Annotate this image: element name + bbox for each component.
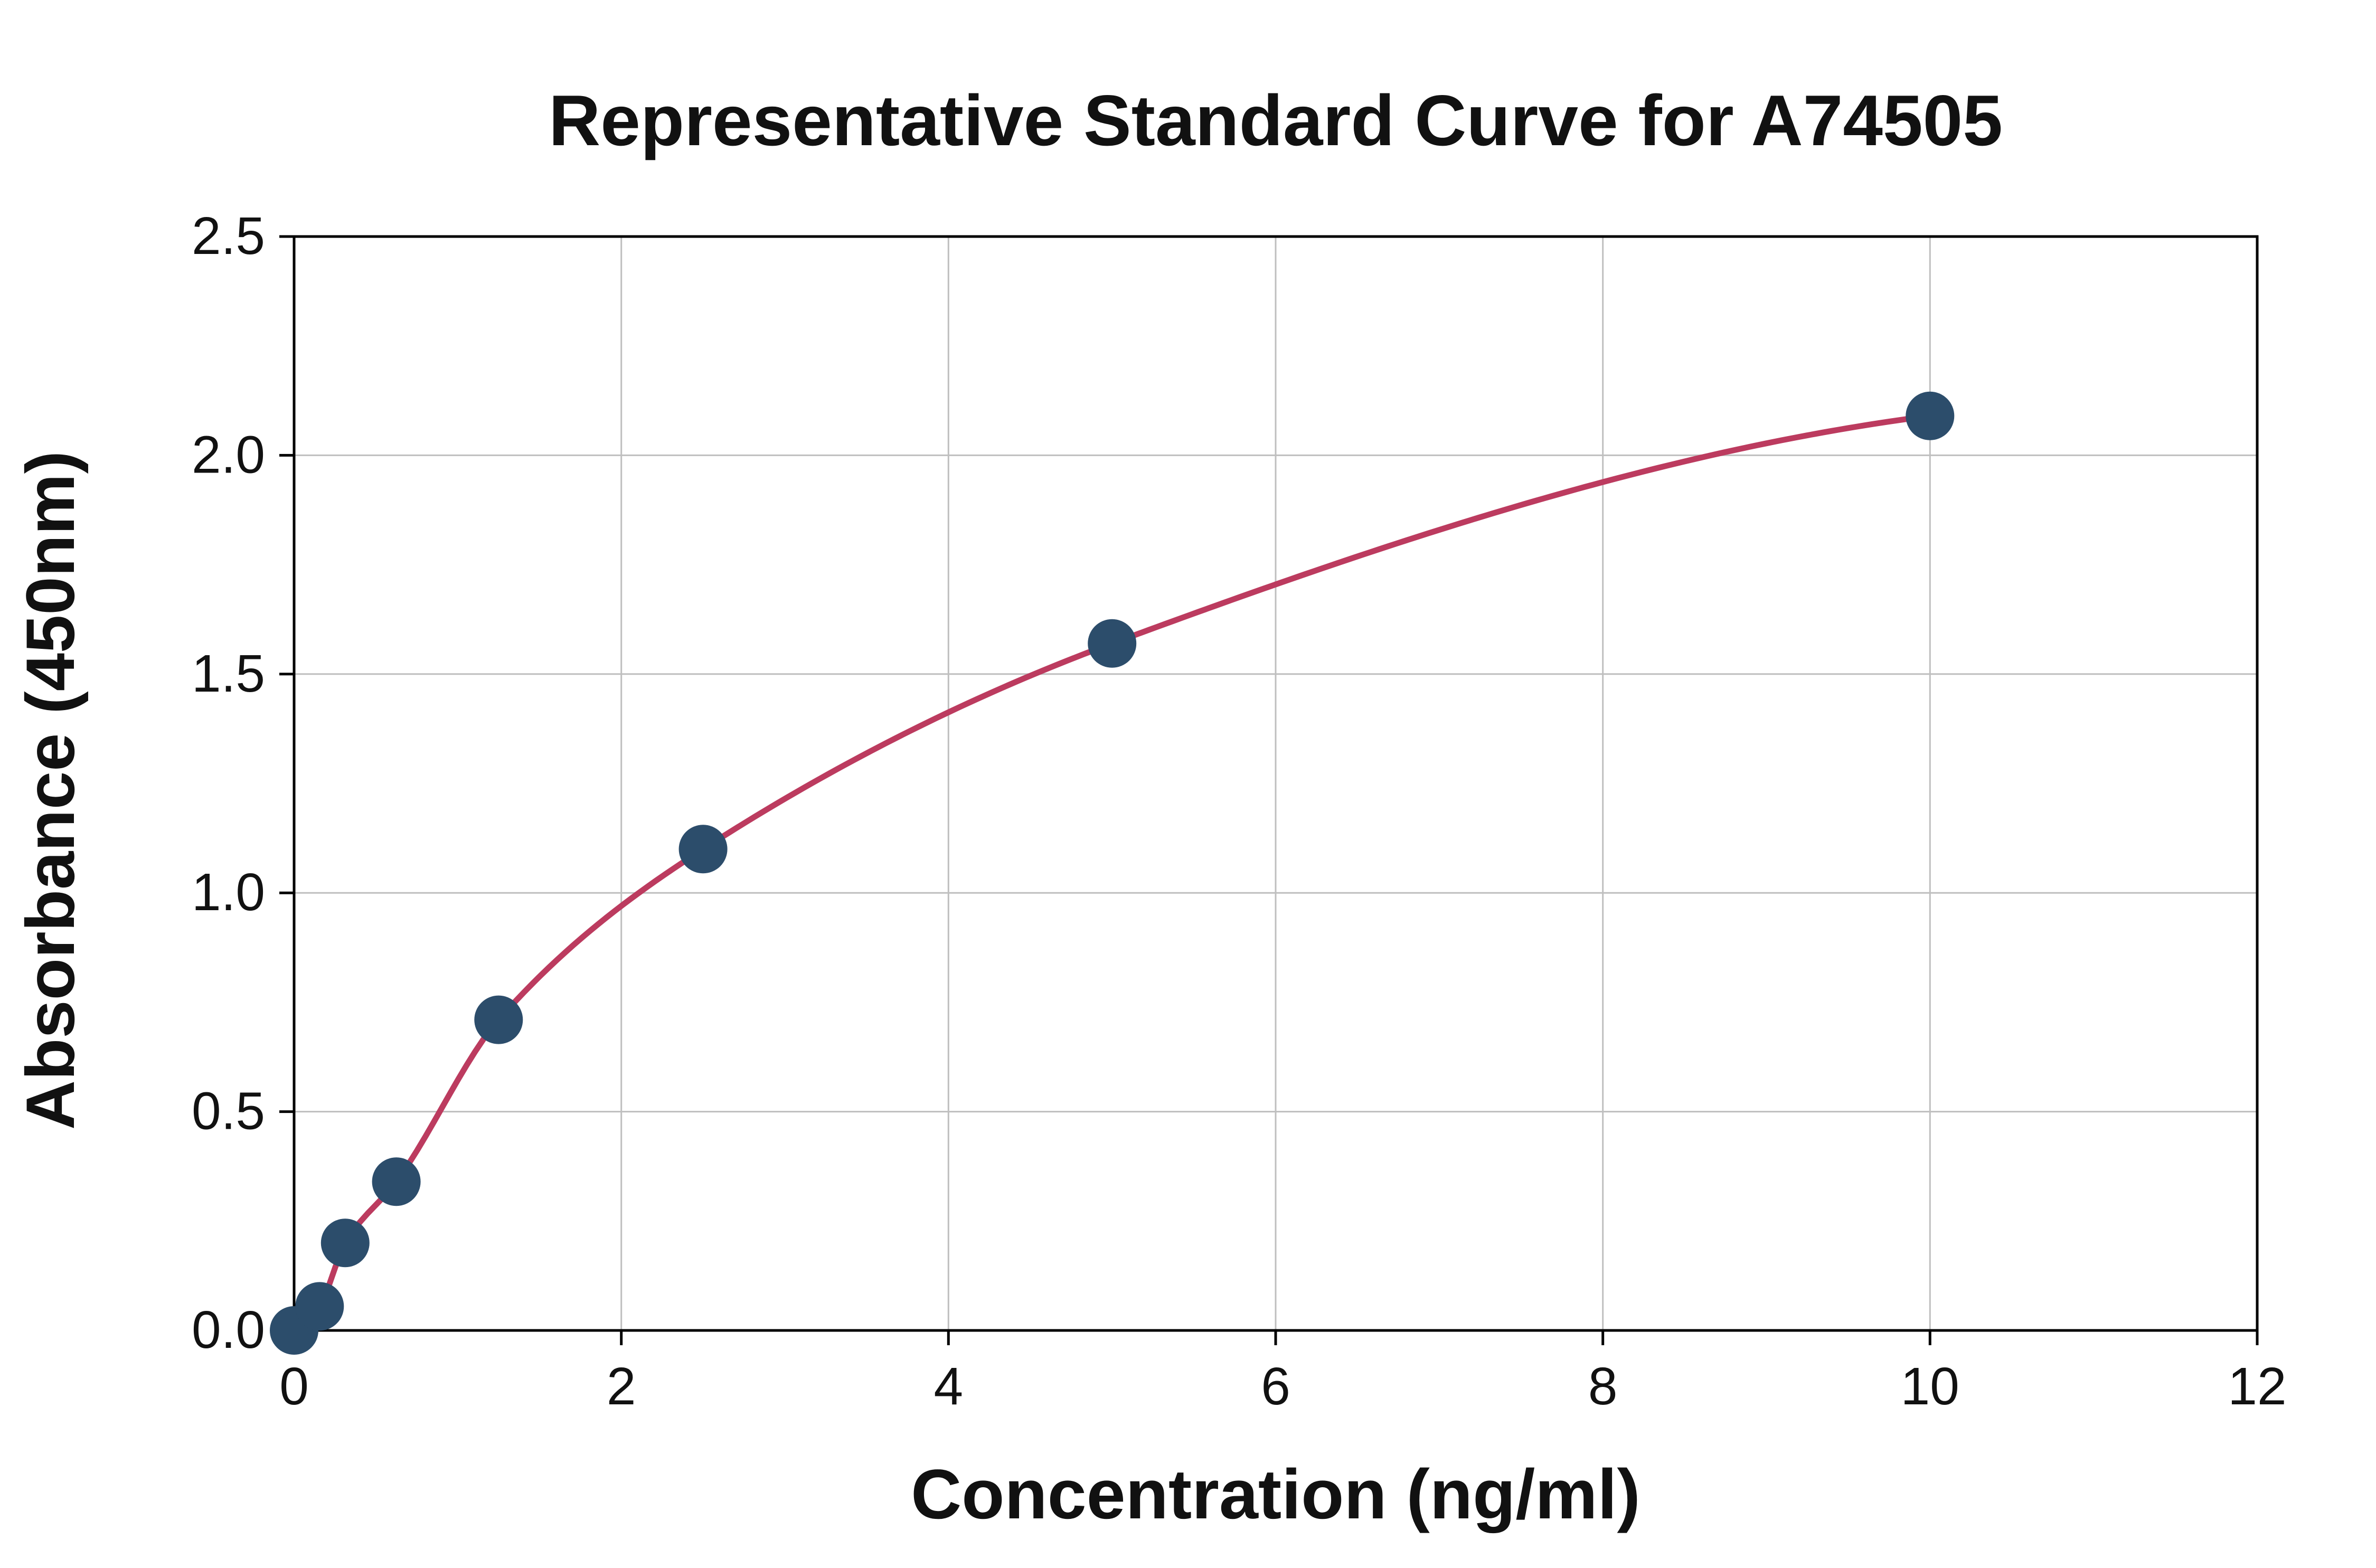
svg-text:10: 10 xyxy=(1901,1357,1959,1416)
svg-text:0.0: 0.0 xyxy=(192,1300,265,1359)
svg-text:6: 6 xyxy=(1261,1357,1290,1416)
svg-text:0.5: 0.5 xyxy=(192,1082,265,1141)
svg-text:8: 8 xyxy=(1588,1357,1618,1416)
svg-text:12: 12 xyxy=(2228,1357,2286,1416)
svg-text:2.5: 2.5 xyxy=(192,206,265,266)
svg-text:0: 0 xyxy=(279,1357,309,1416)
svg-text:2: 2 xyxy=(607,1357,636,1416)
svg-text:4: 4 xyxy=(934,1357,963,1416)
svg-text:2.0: 2.0 xyxy=(192,425,265,484)
svg-text:1.5: 1.5 xyxy=(192,644,265,703)
svg-text:1.0: 1.0 xyxy=(192,863,265,922)
